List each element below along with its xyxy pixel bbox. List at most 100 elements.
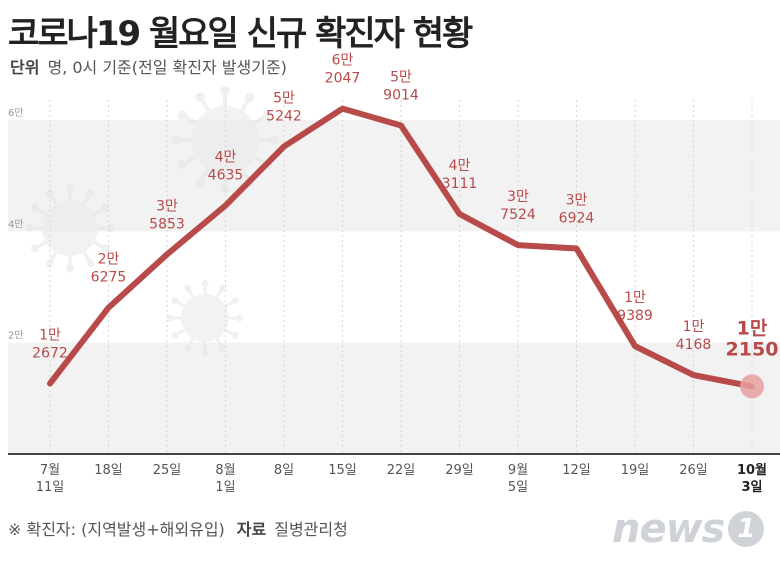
x-tick-label: 29일 xyxy=(445,463,474,478)
data-label: 3만 6924 xyxy=(559,192,595,226)
x-tick-label: 26일 xyxy=(679,463,708,478)
virus-spike-tip xyxy=(106,224,115,232)
data-label: 1만 4168 xyxy=(676,319,712,353)
data-label-line: 2150 xyxy=(726,338,779,360)
data-label-line: 4만 xyxy=(215,150,237,166)
data-label: 4만 3111 xyxy=(442,158,478,192)
data-label-line: 2672 xyxy=(32,345,68,361)
logo-badge: 1 xyxy=(728,511,765,547)
x-tick-label-line: 5일 xyxy=(508,480,528,495)
virus-spike-tip xyxy=(195,177,206,188)
data-label: 1만 2150 xyxy=(726,317,779,360)
virus-spike-tip xyxy=(166,314,174,322)
unit-label: 단위 xyxy=(10,58,40,77)
virus-decoration-icons xyxy=(25,85,280,357)
data-label-line: 4168 xyxy=(676,337,712,353)
logo-text: news xyxy=(612,506,725,552)
data-label: 5만 9014 xyxy=(383,69,419,103)
data-label: 1만 2672 xyxy=(32,327,68,361)
data-label-line: 9014 xyxy=(383,87,419,103)
virus-spike-tip xyxy=(30,244,39,253)
x-tick-label: 8월 1일 xyxy=(215,463,235,495)
y-tick-label: 2만 xyxy=(8,330,24,342)
chart-subtitle: 단위 명, 0시 기준(전일 확진자 발생기준) xyxy=(10,54,287,78)
confirmed-note: ※ 확진자: (지역발생+해외유입) xyxy=(8,520,225,539)
unit-text: 명, 0시 기준(전일 확진자 발생기준) xyxy=(47,58,287,77)
x-tick-label: 9월 5일 xyxy=(508,463,528,495)
virus-icon xyxy=(166,279,244,357)
virus-spike-tip xyxy=(171,297,179,304)
data-label-line: 2047 xyxy=(325,71,361,87)
data-label-line: 5만 xyxy=(273,90,295,106)
grid-band xyxy=(8,342,780,454)
x-tick-label: 12일 xyxy=(562,463,591,478)
virus-spike-tip xyxy=(184,284,191,292)
data-label-line: 3111 xyxy=(442,176,478,192)
data-label-line: 1만 xyxy=(683,319,705,335)
virus-spike-tip xyxy=(171,332,179,339)
virus-spike-tip xyxy=(25,224,34,232)
virus-spike-tip xyxy=(30,203,39,212)
x-tick-label-line: 22일 xyxy=(387,463,416,478)
source-name: 질병관리청 xyxy=(274,520,348,539)
virus-spike-tip xyxy=(236,314,244,322)
highlight-dot xyxy=(740,374,764,399)
x-tick-label-line: 3일 xyxy=(741,480,762,495)
data-label: 1만 9389 xyxy=(617,290,653,324)
x-tick-label-line: 15일 xyxy=(328,463,357,478)
virus-spike-tip xyxy=(86,188,95,197)
x-tick-label-line: 26일 xyxy=(679,463,708,478)
data-label-line: 5만 xyxy=(390,69,412,85)
virus-spike-tip xyxy=(45,188,54,197)
source-label: 자료 xyxy=(236,520,267,539)
grid-band xyxy=(8,120,780,232)
virus-spike-tip xyxy=(45,259,54,268)
virus-spike-tip xyxy=(219,284,226,292)
virus-spike-tip xyxy=(66,183,74,192)
virus-spike-tip xyxy=(201,349,209,357)
virus-body xyxy=(181,294,229,342)
data-label: 3만 7524 xyxy=(500,189,536,223)
virus-spike-tip xyxy=(195,92,206,103)
virus-spike-tip xyxy=(177,110,188,121)
virus-spike-tip xyxy=(101,203,110,212)
data-label-line: 7524 xyxy=(500,207,536,223)
data-label-line: 6만 xyxy=(332,53,354,69)
series-line xyxy=(47,105,755,390)
x-tick-label: 7월 11일 xyxy=(36,463,65,495)
x-tick-label: 15일 xyxy=(328,463,357,478)
x-tick-label-line: 10월 xyxy=(737,462,767,478)
y-tick-label: 6만 xyxy=(8,107,24,119)
virus-spike-tip xyxy=(231,332,239,339)
virus-spike-tip xyxy=(184,344,191,352)
x-tick-label-line: 12일 xyxy=(562,463,591,478)
x-tick-label-line: 8월 xyxy=(215,463,235,478)
data-label-line: 4만 xyxy=(449,158,471,174)
x-tick-label-line: 18일 xyxy=(94,463,123,478)
virus-spike-tip xyxy=(220,85,230,96)
x-tick-label-line: 19일 xyxy=(621,463,650,478)
data-label-line: 6275 xyxy=(91,270,127,286)
data-label-line: 2만 xyxy=(98,252,120,268)
footer-note: ※ 확진자: (지역발생+해외유입) 자료 질병관리청 xyxy=(8,516,348,540)
x-tick-label-line: 9월 xyxy=(508,463,528,478)
x-tick-label: 25일 xyxy=(153,463,182,478)
data-label: 6만 2047 xyxy=(325,53,361,87)
x-tick-label: 8일 xyxy=(274,463,294,478)
data-label-line: 3만 xyxy=(156,198,178,214)
data-label: 4만 4635 xyxy=(208,150,244,184)
virus-spike-tip xyxy=(177,159,188,170)
news1-logo: news 1 xyxy=(612,506,765,552)
chart-title: 코로나19 월요일 신규 확진자 현황 xyxy=(8,14,473,54)
virus-spike-tip xyxy=(231,297,239,304)
virus-spike-tip xyxy=(66,264,74,273)
x-tick-label-line: 25일 xyxy=(153,463,182,478)
virus-icon xyxy=(25,183,115,273)
virus-spike-tip xyxy=(101,244,110,253)
virus-spike-tip xyxy=(269,135,280,145)
x-tick-label: 22일 xyxy=(387,463,416,478)
y-tick-label: 4만 xyxy=(8,218,24,230)
data-label: 5만 5242 xyxy=(266,90,302,124)
virus-spike-tip xyxy=(219,344,226,352)
